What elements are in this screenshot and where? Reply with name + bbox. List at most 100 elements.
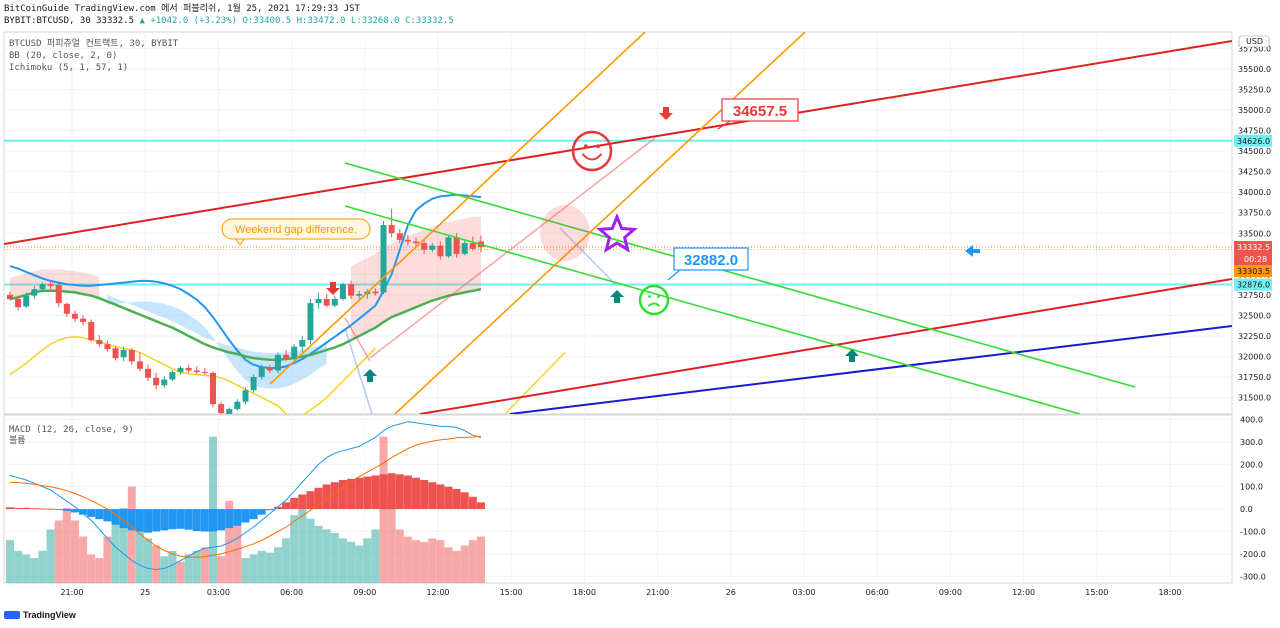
x-tick-label: 15:00 [500,588,523,597]
y-tick-label: 31500.0 [1238,394,1271,403]
macd-plot-layer [4,415,1232,583]
x-tick-label: 03:00 [207,588,230,597]
macd-histogram-bar [379,474,388,510]
macd-histogram-bar [176,509,185,529]
legend-bollinger: BB (20, close, 2, 0) [9,51,117,61]
candle-body [153,377,160,386]
footer-brand[interactable]: TradingView [4,610,76,620]
macd-histogram-bar [119,509,128,529]
macd-histogram-bar [152,509,161,532]
candle-body [413,241,419,244]
candle-body [307,303,314,341]
volume-bar [420,541,429,583]
macd-histogram-bar [436,484,445,510]
macd-histogram-bar [314,487,323,510]
arrow-up-icon [845,349,859,362]
volume-bar [298,504,307,583]
x-tick-label: 03:00 [792,588,815,597]
macd-histogram-bar [62,509,71,511]
candle-body [250,377,257,391]
symbol-header: BYBIT:BTCUSD, 30 33332.5 ▲ +1042.0 (+3.2… [4,16,454,27]
brand-label: TradingView [23,610,76,620]
face-mouth [581,153,603,161]
currency-label: USD [1246,37,1263,46]
candle-body [47,284,54,286]
volume-bar [225,500,234,583]
currency-button[interactable] [1238,35,1270,48]
weekend-gap-label: Weekend gap difference. [235,224,357,236]
arrow-down-icon [326,282,340,295]
macd-histogram-bar [168,509,177,530]
x-tick-label: 25 [140,588,150,597]
candle-body [266,367,273,371]
y-tick-label: 32250.0 [1238,332,1271,341]
macd-histogram-bar [460,492,469,510]
macd-y-tick-label: 200.0 [1240,460,1263,469]
candle-body [461,243,468,254]
macd-histogram-bar [298,494,307,510]
candle-body [210,372,216,405]
macd-histogram-bar [249,509,258,520]
macd-histogram-bar [70,509,79,513]
candle-body [315,298,322,304]
candle-body [185,367,192,371]
target-down-pointer [667,269,681,281]
candle-body [234,401,241,410]
macd-histogram-bar [347,478,356,510]
candle-body [169,372,176,380]
bollinger-band-line [9,193,482,369]
arrow-up-icon [363,369,377,382]
candle-body [299,340,306,347]
macd-y-tick-label: 400.0 [1240,415,1263,424]
face-mouth [647,302,661,308]
chart-canvas[interactable]: 31500.0 31750.0 32000.0 32250.0 32500.0 32750… [0,28,1280,608]
macd-histogram-bar [257,509,266,515]
y-tick-label: 35750.0 [1238,44,1271,53]
macd-histogram-bar [200,509,209,532]
volume-bar [6,540,14,583]
volume-bar [257,550,266,583]
y-tick-label: 32000.0 [1238,352,1271,361]
macd-histogram-bar [476,502,485,510]
legend-ichimoku: Ichimoku (5, 1, 57, 1) [9,63,128,73]
face-eye [596,144,600,149]
macd-histogram-bar [282,502,291,510]
tradingview-logo-icon [4,611,20,619]
y-tick-label: 33750.0 [1238,209,1271,218]
face-eye [657,295,660,298]
candle-body [339,284,346,299]
volume-bar [184,554,193,583]
x-tick-label: 21:00 [60,588,83,597]
macd-histogram-bar [363,476,372,510]
macd-histogram-bar [79,509,88,515]
countdown-tag: 00:28 [1244,255,1267,264]
volume-bar [290,515,299,583]
arrow-up-icon [610,290,624,303]
y-tick-label: 34250.0 [1238,168,1271,177]
x-tick-label: 15:00 [1085,588,1108,597]
macd-histogram-bar [322,484,331,510]
candle-body [145,368,152,378]
macd-histogram-bar [38,508,47,510]
macd-histogram-bar [87,509,96,517]
macd-histogram-bar [355,477,364,510]
volume-bar [249,554,258,583]
candle-body [128,349,135,362]
candle-body [388,225,395,234]
price-tag-level-low: 32876.0 [1237,281,1270,290]
face-outline [571,130,613,172]
candle-body [193,370,200,373]
macd-histogram-bar [95,509,104,520]
macd-histogram-bar [54,509,63,511]
volume-bar [119,508,128,583]
candle-body [323,298,330,306]
price-tag-secondary: 33303.5 [1237,267,1270,276]
macd-y-tick-label: 100.0 [1240,483,1263,492]
x-tick-label: 09:00 [353,588,376,597]
volume-bar [38,550,47,583]
macd-histogram-bar [127,509,136,531]
legend-volume: 볼륨 [9,435,26,446]
macd-histogram-bar [14,507,23,510]
y-tick-label: 32500.0 [1238,311,1271,320]
projection-line [344,327,373,414]
